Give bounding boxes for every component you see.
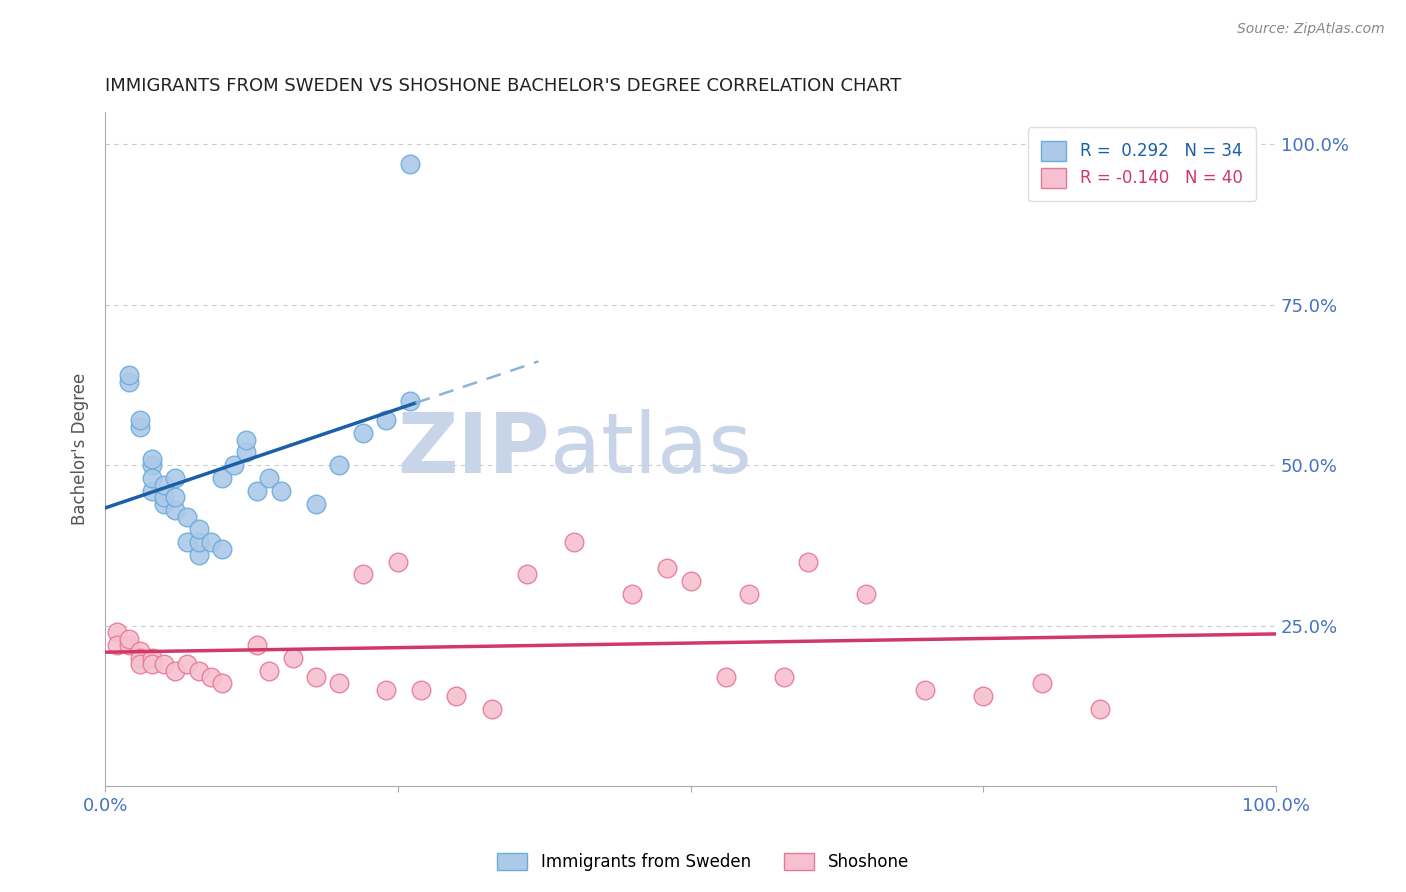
Point [187,523,209,537]
Point [141,471,163,485]
Point [855,586,877,600]
Point [796,555,818,569]
Point [117,375,139,389]
Point [129,657,152,672]
Point [141,458,163,473]
Point [270,483,292,498]
Point [152,657,174,672]
Point [257,664,280,678]
Point [211,471,233,485]
Point [187,535,209,549]
Point [375,413,398,427]
Point [972,690,994,704]
Point [398,156,420,170]
Point [200,670,222,684]
Point [129,413,152,427]
Point [352,567,374,582]
Point [165,503,187,517]
Point [446,690,468,704]
Point [1090,702,1112,716]
Point [141,657,163,672]
Point [117,368,139,383]
Point [165,471,187,485]
Point [105,625,128,640]
Point [117,632,139,646]
Point [914,682,936,697]
Point [165,491,187,505]
Text: atlas: atlas [550,409,752,490]
Point [679,574,702,588]
Point [562,535,585,549]
Legend: Immigrants from Sweden, Shoshone: Immigrants from Sweden, Shoshone [489,845,917,880]
Point [621,586,644,600]
Point [176,535,198,549]
Point [176,657,198,672]
Point [152,477,174,491]
Point [152,497,174,511]
Point [211,676,233,690]
Text: ZIP: ZIP [398,409,550,490]
Point [176,509,198,524]
Point [187,548,209,562]
Point [305,497,328,511]
Point [257,471,280,485]
Point [328,676,350,690]
Point [387,555,409,569]
Point [352,426,374,441]
Text: Source: ZipAtlas.com: Source: ZipAtlas.com [1237,22,1385,37]
Point [328,458,350,473]
Point [117,638,139,652]
Point [738,586,761,600]
Point [714,670,737,684]
Point [211,541,233,556]
Point [516,567,538,582]
Point [773,670,796,684]
Point [235,445,257,459]
Legend: R =  0.292   N = 34, R = -0.140   N = 40: R = 0.292 N = 34, R = -0.140 N = 40 [1028,128,1256,202]
Y-axis label: Bachelor's Degree: Bachelor's Degree [72,373,89,525]
Point [375,682,398,697]
Point [398,394,420,409]
Point [222,458,245,473]
Point [129,419,152,434]
Point [152,491,174,505]
Point [281,650,304,665]
Point [141,650,163,665]
Point [105,638,128,652]
Point [187,664,209,678]
Point [246,483,269,498]
Point [1031,676,1053,690]
Text: IMMIGRANTS FROM SWEDEN VS SHOSHONE BACHELOR'S DEGREE CORRELATION CHART: IMMIGRANTS FROM SWEDEN VS SHOSHONE BACHE… [105,78,901,95]
Point [165,664,187,678]
Point [129,650,152,665]
Point [657,561,679,575]
Point [305,670,328,684]
Point [235,433,257,447]
Point [481,702,503,716]
Point [129,644,152,658]
Point [411,682,433,697]
Point [141,451,163,466]
Point [141,483,163,498]
Point [200,535,222,549]
Point [246,638,269,652]
